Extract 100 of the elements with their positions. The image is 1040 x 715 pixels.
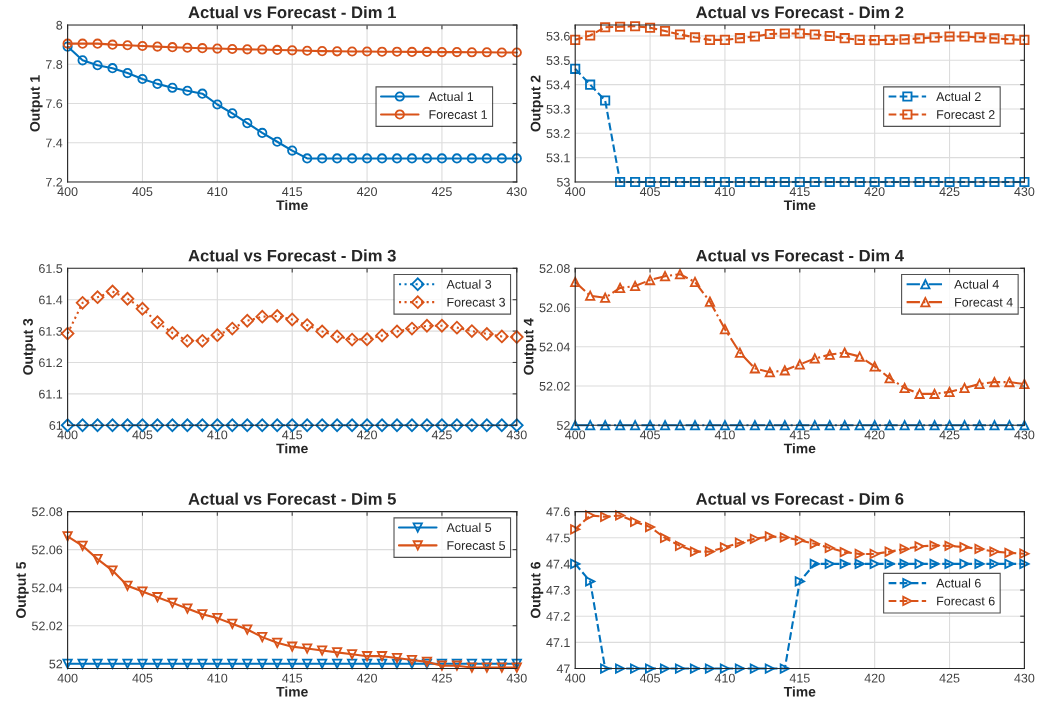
point [764,663,775,674]
point [839,558,850,569]
point [107,39,118,50]
point [300,418,314,433]
point [794,359,805,370]
point [794,576,805,587]
point [1019,548,1030,559]
point [914,558,925,569]
point [764,367,775,378]
point [779,663,790,674]
y-tick-label: 52.02 [539,381,570,391]
point [749,663,760,674]
point [809,420,820,431]
y-tick-label: 47.3 [546,585,570,595]
point [749,533,760,544]
point [420,318,434,333]
x-axis-title: Time [276,443,308,454]
point [1004,547,1015,558]
point [182,603,193,614]
point [481,662,492,673]
point [361,658,373,669]
x-tick-label: 400 [565,187,586,197]
y-tick-label: 61.4 [39,295,63,305]
legend-label: Actual 2 [936,91,981,102]
y-tick-label: 61.3 [39,326,63,336]
point [137,586,148,597]
x-tick-label: 405 [639,187,660,197]
y-tick-label: 7.6 [46,99,63,109]
point [600,95,611,106]
point [704,663,716,674]
point [689,663,701,674]
point [77,658,88,669]
point [854,351,865,362]
x-tick-label: 410 [207,430,228,440]
x-tick-label: 425 [939,673,960,683]
point [570,63,581,74]
point [152,658,163,669]
point [435,318,449,333]
point [570,34,581,45]
x-tick-label: 405 [639,430,660,440]
point [257,44,268,55]
point [570,276,581,288]
point [929,388,940,399]
point [330,329,344,344]
point [884,34,895,45]
point [929,32,940,43]
point [197,658,208,669]
point [869,548,880,560]
y-tick-label: 7.4 [46,138,63,148]
y-tick-label: 61.2 [39,358,63,368]
x-tick-label: 405 [132,430,153,440]
point [421,153,433,164]
point [332,647,343,658]
point [92,658,103,669]
legend-label: Forecast 2 [937,110,995,119]
point [511,662,522,673]
point [135,301,150,316]
point [511,153,522,164]
point [719,542,731,553]
point [180,418,195,433]
point [734,537,745,548]
point [989,33,1000,44]
point [764,531,775,542]
point [347,153,358,164]
point [137,40,148,52]
point [302,153,313,164]
x-tick-label: 425 [431,187,452,197]
point [854,558,865,569]
point [496,47,507,58]
point [75,296,90,310]
point [689,420,701,431]
point [704,176,716,188]
point [62,658,73,669]
point [1019,420,1030,431]
point [809,558,820,569]
x-tick-label: 420 [356,187,378,197]
point [899,558,910,569]
point [122,68,133,79]
x-tick-label: 425 [939,187,960,197]
point [137,73,148,85]
x-tick-label: 400 [57,187,78,197]
point [719,663,731,674]
point [929,558,940,569]
point [779,28,790,39]
point [77,55,88,66]
point [240,418,255,433]
y-axis-title: Output 3 [23,318,36,375]
point [585,290,596,301]
point [644,420,656,431]
point [749,363,760,374]
point [347,658,358,669]
point [315,418,329,433]
point [674,540,686,551]
y-tick-label: 52.08 [31,507,63,517]
point [255,418,270,433]
point [989,420,1000,431]
point [210,328,225,342]
y-tick-label: 53.4 [546,80,570,90]
point [107,565,118,576]
point [105,418,120,433]
